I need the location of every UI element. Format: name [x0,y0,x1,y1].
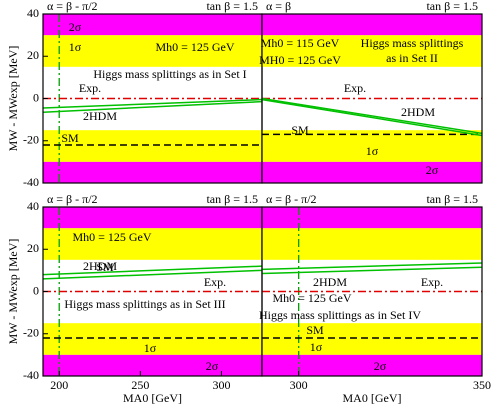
sigma-band [262,14,482,36]
panel-title-right: tan β = 1.5 [206,0,258,13]
band-label: 1σ [310,340,323,354]
series-label: Exp. [79,81,101,95]
series-line [43,269,262,280]
band-label: 2σ [206,359,219,373]
panel-title: α = β - π/2 [47,192,98,206]
y-tick-label: 20 [27,241,39,255]
panel-title-right: tan β = 1.5 [206,192,258,206]
panel-title: α = β - π/2 [47,0,98,13]
x-axis-label: MA0 [GeV] [123,391,182,405]
sigma-band [262,207,482,229]
panel-title: α = β - π/2 [266,192,317,206]
sigma-band [262,354,482,376]
sigma-band [262,161,482,183]
y-tick-label: -40 [23,368,39,382]
series-line [43,100,262,113]
y-tick-label: -20 [23,326,39,340]
panel-frame [261,206,483,377]
sigma-band [262,228,482,260]
band-label: 1σ [144,341,157,355]
sigma-band [262,323,482,355]
band-label: 1σ [69,40,82,54]
y-tick-label: 20 [27,48,39,62]
annotation: as in Set II [386,51,438,65]
panel [43,14,262,183]
annotation: Mh0 = 125 GeV [72,230,151,244]
sigma-band [43,323,262,355]
series-label: SM [61,131,79,145]
y-tick-label: 40 [27,6,39,20]
series-label: SM [291,123,309,137]
panel [262,14,482,183]
series-line [262,97,482,135]
band-label: 2σ [69,20,82,34]
annotation: Mh0 = 125 GeV [272,291,351,305]
panel-title-right: tan β = 1.5 [426,0,478,13]
series-label: 2HDM [83,259,117,273]
series-line [262,262,482,271]
x-tick-label: 300 [212,378,230,392]
sigma-band [43,130,262,162]
series-label: Exp. [421,275,443,289]
series-label: 2HDM [83,109,117,123]
series-label: SM [306,323,324,337]
y-tick-label: -20 [23,133,39,147]
sigma-band [262,130,482,162]
sigma-band [43,207,262,229]
series-label: Exp. [204,275,226,289]
y-tick-label: 0 [33,90,39,104]
series-label: 2HDM [313,275,347,289]
x-tick-label: 250 [131,378,149,392]
annotation: MH0 = 125 GeV [259,53,341,67]
x-tick-label: 350 [473,378,491,392]
panel-title-right: tan β = 1.5 [426,192,478,206]
annotation: Higgs mass splittings as in Set I [93,67,246,81]
panel [262,207,482,376]
band-label: 2σ [426,163,439,177]
series-line [43,98,262,109]
sigma-band [43,35,262,67]
y-tick-label: -40 [23,175,39,189]
y-axis-label: MW - MWexp [MeV] [6,239,20,345]
panel [43,207,262,376]
annotation: Mh0 = 125 GeV [155,40,234,54]
x-tick-label: 300 [290,378,308,392]
series-label: Exp. [344,81,366,95]
x-tick-label: 200 [50,378,68,392]
panel-title: α = β [266,0,291,13]
series-label: 2HDM [401,105,435,119]
sigma-band [43,161,262,183]
series-line [262,98,482,137]
series-label: SM [96,260,114,274]
y-tick-label: 40 [27,199,39,213]
band-label: 1σ [366,144,379,158]
x-axis-label: MA0 [GeV] [343,391,402,405]
band-label: 2σ [374,359,387,373]
sigma-band [43,14,262,36]
y-tick-label: 0 [33,283,39,297]
series-line [262,266,482,275]
annotation: Higgs mass splittings [361,36,464,50]
annotation: Higgs mass splittings as in Set III [64,297,225,311]
sigma-band [43,354,262,376]
y-axis-label: MW - MWexp [MeV] [6,46,20,152]
annotation: Mh0 = 115 GeV [261,36,340,50]
sigma-band [43,228,262,260]
annotation: Higgs mass splittings as in Set IV [259,308,421,322]
panel-frame [261,13,483,184]
sigma-band [262,35,482,67]
series-line [43,265,262,276]
